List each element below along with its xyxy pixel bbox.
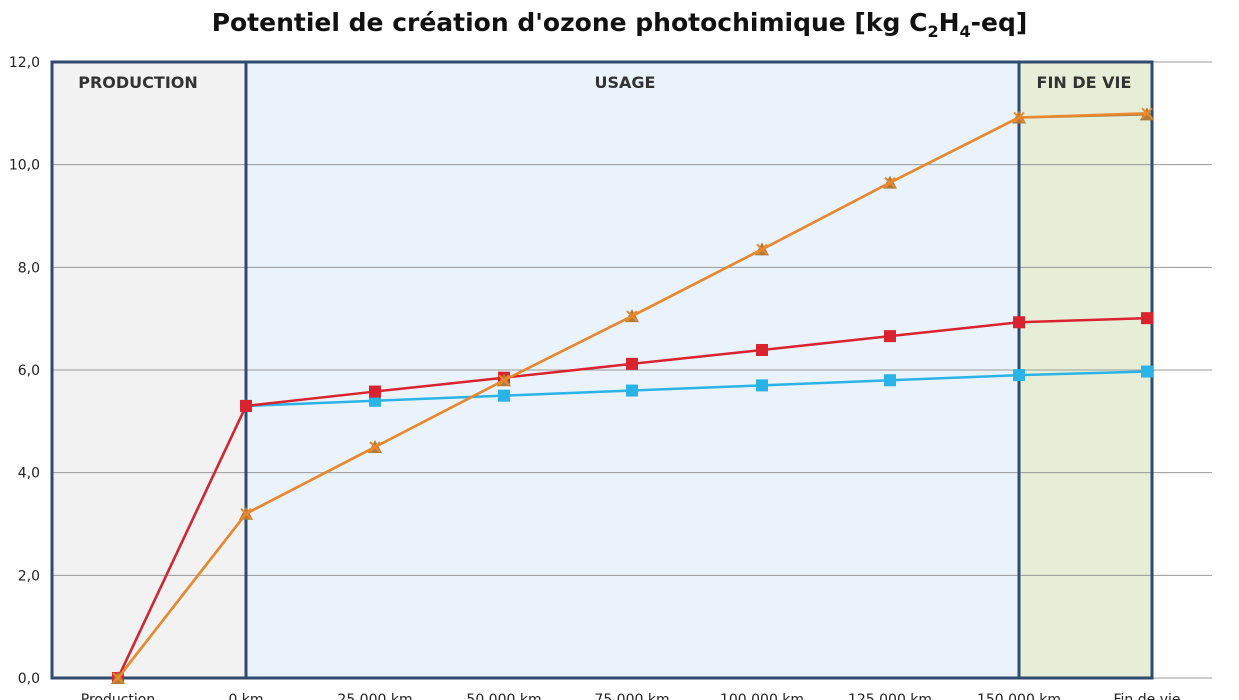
series-2-point (240, 399, 252, 412)
series-4-point (756, 243, 768, 256)
x-tick-label: Fin de vie (1114, 692, 1181, 700)
series-2-point (1141, 312, 1153, 325)
series-4-point-stroke (756, 243, 768, 256)
series-1-point (369, 394, 381, 407)
series-4-point (369, 441, 381, 453)
series-1-point (1013, 369, 1025, 382)
x-tick-label: 25 000 km (337, 692, 412, 700)
series-2-point (1013, 316, 1025, 329)
y-tick-label: 6,0 (18, 363, 40, 379)
series-4-point (626, 310, 638, 322)
series-4-point-stroke (369, 441, 381, 453)
series-1-point (884, 374, 896, 387)
y-tick-label: 8,0 (18, 260, 40, 276)
x-tick-label: 100 000 km (720, 692, 804, 700)
series-4-point (1141, 107, 1153, 120)
series-4-point-stroke (626, 310, 638, 322)
y-tick-label: 2,0 (18, 568, 40, 584)
series-4-point (884, 176, 896, 189)
series-2-point (626, 357, 638, 370)
series-1-point (626, 384, 638, 397)
series-4-point (498, 374, 510, 386)
series-4-point (1013, 111, 1025, 124)
series-4-point-stroke (1141, 107, 1153, 120)
x-tick-label: Production (81, 692, 155, 700)
y-tick-label: 4,0 (18, 466, 40, 482)
series-1-point (756, 379, 768, 392)
series-4-point-stroke (1013, 111, 1025, 124)
series-4-point (240, 508, 252, 520)
series-1-point (498, 389, 510, 402)
x-tick-label: 0 km (228, 692, 263, 700)
series-4-point-stroke (112, 672, 124, 684)
series-4-point (112, 672, 124, 684)
series-4-point-stroke (498, 374, 510, 386)
x-tick-label: 150 000 km (977, 692, 1061, 700)
y-tick-label: 10,0 (9, 158, 40, 174)
phase-label-1: PRODUCTION (78, 73, 198, 92)
phase-label-3: FIN DE VIE (1037, 73, 1132, 92)
x-tick-label: 125 000 km (848, 692, 932, 700)
series-2-point (756, 343, 768, 356)
y-tick-label: 0,0 (18, 671, 40, 687)
series-4-point-stroke (884, 176, 896, 189)
series-2-point (369, 385, 381, 398)
series-4-point-stroke (240, 508, 252, 520)
series-2-point (884, 330, 896, 343)
chart-title: Potentiel de création d'ozone photochimi… (211, 8, 1028, 41)
x-tick-label: 75 000 km (594, 692, 669, 700)
series-1-point (1141, 365, 1153, 378)
phase-label-2: USAGE (595, 73, 656, 92)
x-tick-label: 50 000 km (466, 692, 541, 700)
y-tick-label: 12,0 (9, 55, 40, 71)
